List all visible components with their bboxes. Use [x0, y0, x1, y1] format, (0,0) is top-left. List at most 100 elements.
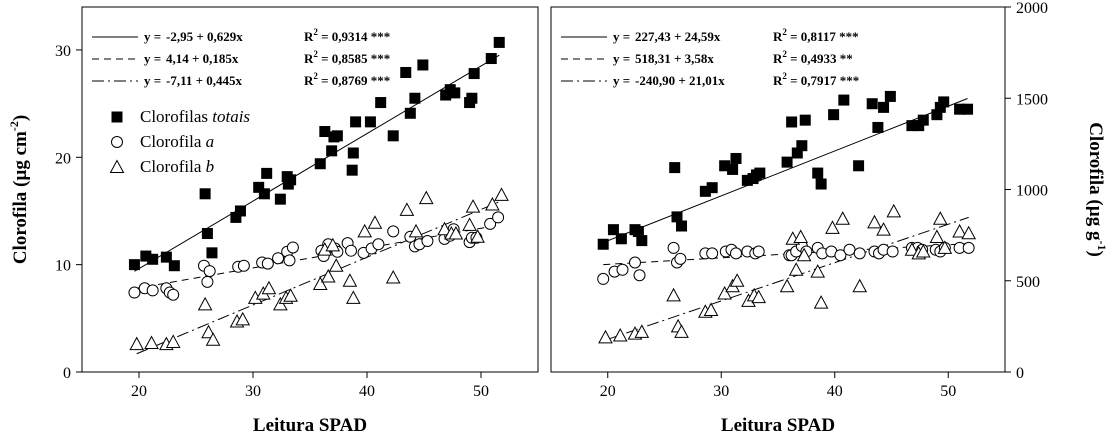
series-1-points [597, 90, 974, 250]
y-axis-label-close: ) [10, 115, 31, 121]
data-point [399, 202, 415, 216]
data-point [345, 244, 358, 257]
r-squared-exponent: 2 [782, 27, 787, 37]
legend-marker [111, 111, 123, 123]
x-tick-label: 50 [473, 383, 489, 400]
data-point [418, 190, 434, 205]
data-point [719, 160, 731, 172]
data-point [961, 225, 977, 240]
data-point [917, 114, 929, 126]
data-point [954, 103, 966, 115]
r-squared: R2 = 0,4933 ** [773, 49, 853, 66]
data-point [319, 126, 331, 138]
data-point [781, 156, 793, 168]
data-point [952, 223, 967, 238]
panel-1: 20 30 40 50 0 10 20 30 Leitura SPAD Clorofila (µg… [7, 6, 539, 436]
data-point [853, 247, 866, 260]
data-point [754, 167, 766, 179]
data-point [493, 36, 505, 48]
x-tick-label: 30 [713, 383, 729, 400]
data-point [285, 174, 297, 186]
data-point [886, 203, 902, 218]
data-point [931, 109, 943, 121]
data-point [741, 174, 753, 186]
data-point [929, 229, 945, 243]
data-point [129, 336, 145, 351]
data-point [813, 295, 829, 309]
r-squared-value: = 0,9314 *** [318, 29, 390, 44]
legend-label: Clorofilas totais [140, 107, 250, 126]
data-point [751, 289, 767, 304]
data-point [878, 101, 890, 113]
y-axis-label-close: ) [1085, 250, 1106, 256]
data-point [375, 97, 387, 109]
y-tick-label: 0 [1016, 365, 1024, 382]
data-point [235, 311, 251, 326]
data-point [237, 259, 250, 272]
y-tick-label: 0 [63, 365, 71, 382]
legend-label: Clorofila b [140, 157, 214, 176]
data-point [632, 225, 644, 237]
data-point [852, 278, 868, 293]
data-point [165, 334, 181, 348]
data-point [703, 302, 719, 316]
data-point [409, 92, 421, 104]
data-point [876, 222, 891, 236]
data-point [867, 214, 882, 229]
r-squared-label: R [773, 73, 783, 88]
data-point [866, 98, 878, 110]
data-point [815, 178, 827, 190]
data-point [350, 116, 362, 128]
x-tick-label: 40 [359, 383, 375, 400]
data-point [598, 329, 613, 344]
data-point [485, 196, 500, 211]
data-point [492, 211, 505, 224]
y-tick-label: 20 [55, 150, 71, 167]
data-point [853, 160, 865, 172]
data-point [799, 114, 811, 126]
data-point [828, 109, 840, 121]
data-point [727, 163, 739, 175]
x-tick-label: 30 [245, 383, 261, 400]
r-squared-label: R [304, 51, 314, 66]
data-point [669, 162, 681, 174]
data-point [634, 324, 650, 338]
data-point [367, 215, 383, 229]
data-point [937, 240, 953, 254]
data-point [286, 241, 299, 254]
data-point [779, 278, 795, 293]
data-point [636, 235, 648, 247]
series-3-points [598, 203, 977, 344]
data-point [168, 260, 180, 272]
data-point [938, 96, 950, 108]
y-axis-label: Clorofila (µg cm-2) [7, 115, 31, 264]
legend-label-text: Clorofila [140, 157, 206, 176]
r-squared-label: R [773, 29, 783, 44]
data-point [312, 276, 328, 290]
data-point [128, 286, 141, 299]
data-point [470, 229, 485, 243]
data-point [886, 245, 899, 258]
data-point [345, 290, 361, 304]
data-point [385, 269, 401, 284]
x-tick-label: 20 [131, 383, 147, 400]
data-point [932, 211, 948, 225]
data-point [597, 238, 609, 250]
data-point [494, 187, 509, 201]
data-point [230, 211, 242, 223]
r-squared-label: R [304, 29, 314, 44]
regression-line-3 [605, 216, 969, 341]
r-squared-label: R [304, 73, 314, 88]
data-point [835, 211, 851, 225]
r-squared-value: = 0,8585 *** [318, 51, 390, 66]
regression-equation: 227,43 + 24,59x [635, 29, 721, 44]
data-point [449, 87, 461, 99]
y-axis-label-exponent: -2 [7, 121, 21, 131]
data-point [674, 324, 689, 338]
r-squared-value: = 0,8117 *** [787, 29, 859, 44]
legend-label-italic: b [206, 157, 215, 176]
data-point [906, 120, 918, 132]
data-point [144, 335, 159, 350]
